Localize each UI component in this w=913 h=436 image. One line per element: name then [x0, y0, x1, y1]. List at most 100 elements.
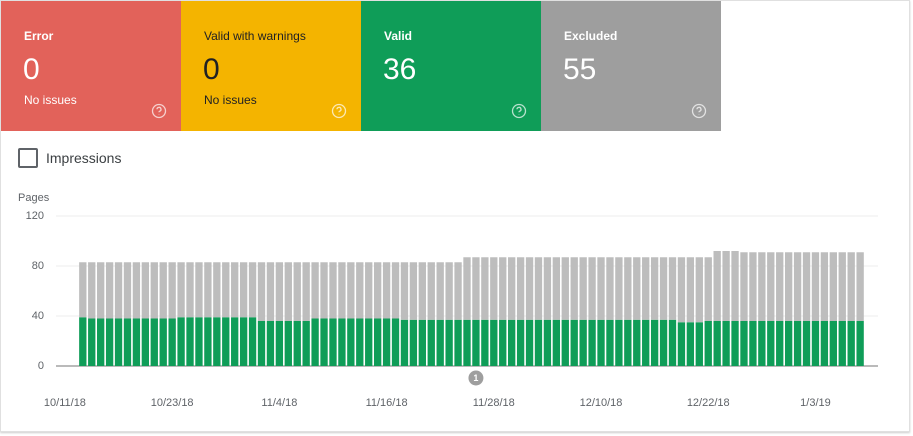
bar-segment — [311, 262, 319, 319]
bar-segment — [588, 257, 596, 320]
bar-segment — [195, 262, 203, 318]
valid-tile[interactable]: Valid 36 — [361, 1, 541, 131]
bar-segment — [642, 319, 650, 366]
bar-segment — [561, 257, 569, 320]
bar-segment — [257, 262, 266, 321]
bar-segment — [105, 262, 114, 319]
bar-segment — [579, 319, 587, 366]
tile-value: 36 — [383, 53, 417, 86]
bar-segment — [195, 317, 203, 366]
bar-segment — [400, 319, 409, 366]
bar-segment — [213, 262, 221, 318]
bar-segment — [668, 257, 677, 320]
help-icon[interactable] — [691, 103, 707, 119]
bar-segment — [409, 262, 418, 320]
bar-segment — [338, 318, 346, 366]
bar-segment — [802, 321, 811, 366]
bar-segment — [481, 319, 489, 366]
warnings-tile[interactable]: Valid with warnings 0 No issues — [181, 1, 361, 131]
bar-segment — [847, 321, 855, 366]
bar-segment — [463, 319, 471, 366]
bar-segment — [499, 319, 507, 366]
tile-status: No issues — [24, 93, 77, 107]
checkbox-label[interactable]: Impressions — [46, 150, 122, 166]
bar-segment — [391, 262, 400, 319]
bar-segment — [722, 321, 730, 366]
bar-segment — [373, 318, 382, 366]
y-tick-label: 80 — [32, 260, 44, 272]
bar-segment — [382, 262, 391, 319]
bar-segment — [793, 252, 802, 321]
bar-segment — [534, 319, 543, 366]
bar-segment — [320, 262, 328, 319]
y-axis-label: Pages — [18, 192, 50, 204]
bar-segment — [329, 262, 337, 319]
bar-segment — [749, 321, 757, 366]
bar-segment — [248, 317, 257, 366]
bar-segment — [239, 262, 248, 318]
bar-segment — [132, 318, 141, 366]
checkbox[interactable] — [18, 148, 38, 168]
bar-segment — [97, 318, 105, 366]
bar-segment — [624, 319, 632, 366]
bar-segment — [615, 319, 623, 366]
bar-segment — [713, 321, 721, 366]
bar-segment — [418, 262, 426, 320]
bar-segment — [534, 257, 543, 320]
bar-segment — [695, 322, 703, 366]
bar-segment — [811, 321, 820, 366]
bar-segment — [391, 318, 400, 366]
help-icon[interactable] — [151, 103, 167, 119]
bar-segment — [838, 252, 846, 321]
bar-segment — [266, 262, 275, 321]
bar-segment — [204, 317, 212, 366]
bar-segment — [284, 262, 292, 321]
bar-segment — [552, 257, 561, 320]
bar-segment — [177, 317, 185, 366]
bar-segment — [481, 257, 489, 320]
bar-segment — [597, 257, 605, 320]
bar-segment — [740, 252, 748, 321]
bar-segment — [767, 321, 775, 366]
bar-segment — [606, 319, 614, 366]
bar-segment — [543, 319, 552, 366]
bar-segment — [150, 262, 158, 319]
bar-segment — [677, 322, 686, 366]
bar-segment — [329, 318, 337, 366]
excluded-tile[interactable]: Excluded 55 — [541, 1, 721, 131]
y-tick-label: 40 — [32, 310, 44, 322]
bar-segment — [838, 321, 846, 366]
bar-segment — [436, 319, 444, 366]
tile-label: Valid — [384, 29, 413, 43]
bar-segment — [847, 252, 855, 321]
bar-segment — [615, 257, 623, 320]
tile-value: 0 — [23, 53, 40, 86]
bar-segment — [186, 262, 194, 318]
help-icon[interactable] — [511, 103, 527, 119]
bar-segment — [588, 319, 596, 366]
bar-segment — [820, 321, 829, 366]
bar-segment — [561, 319, 569, 366]
bar-segment — [159, 262, 167, 319]
tile-value: 0 — [203, 53, 220, 86]
error-tile[interactable]: Error 0 No issues — [1, 1, 181, 131]
bar-segment — [606, 257, 614, 320]
bar-segment — [579, 257, 587, 320]
bar-segment — [88, 262, 96, 319]
tile-label: Valid with warnings — [204, 29, 306, 43]
y-tick-label: 0 — [38, 360, 44, 372]
bar-segment — [302, 321, 310, 366]
bar-segment — [257, 321, 266, 366]
bar-segment — [758, 321, 766, 366]
bar-segment — [105, 318, 114, 366]
bar-segment — [454, 262, 462, 320]
bar-segment — [686, 257, 695, 323]
bar-segment — [347, 318, 355, 366]
help-icon[interactable] — [331, 103, 347, 119]
bar-segment — [275, 321, 284, 366]
bar-segment — [525, 319, 534, 366]
bar-segment — [758, 252, 766, 321]
x-tick-label: 10/11/18 — [44, 397, 86, 409]
x-tick-label: 12/10/18 — [580, 397, 623, 409]
bar-segment — [490, 319, 498, 366]
